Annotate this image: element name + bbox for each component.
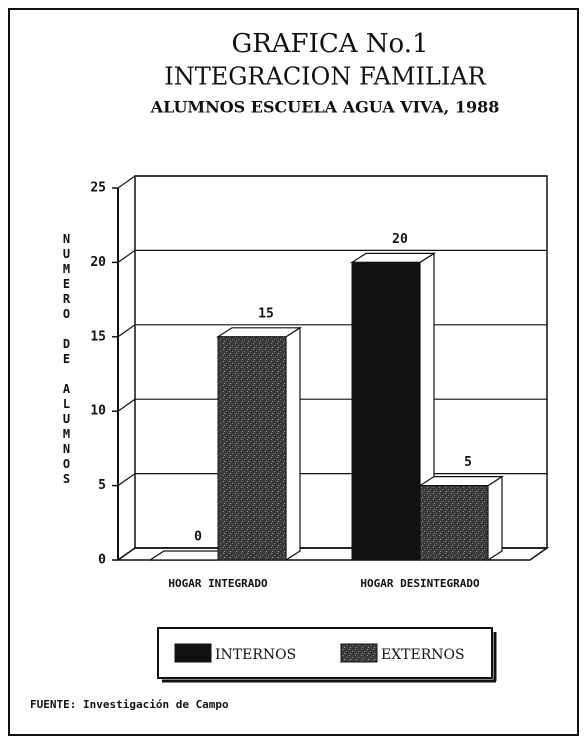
bar-side xyxy=(285,326,301,562)
grid-line xyxy=(117,473,136,487)
bar-top xyxy=(215,327,303,338)
bar-top xyxy=(349,252,437,263)
legend-label: EXTERNOS xyxy=(381,647,465,663)
x-tick-label: HOGAR INTEGRADO xyxy=(168,577,268,590)
y-tick-label: 15 xyxy=(90,329,106,344)
frame xyxy=(8,8,579,736)
x-tick-label: HOGAR DESINTEGRADO xyxy=(360,577,480,590)
bar-side xyxy=(487,475,503,562)
y-axis-label: NUMERO DE ALUMNOS xyxy=(60,232,74,487)
grid-line xyxy=(117,175,136,189)
legend-swatch xyxy=(174,643,212,663)
data-label: 15 xyxy=(258,306,274,321)
y-tick-label: 20 xyxy=(90,255,106,270)
y-tick-label: 0 xyxy=(98,553,106,568)
grid-line xyxy=(117,398,136,412)
data-label: 20 xyxy=(392,232,408,247)
grid-line xyxy=(117,324,136,338)
source-note: FUENTE: Investigación de Campo xyxy=(30,698,229,711)
data-label: 0 xyxy=(194,530,202,545)
bar xyxy=(419,485,489,561)
y-tick-label: 10 xyxy=(90,404,106,419)
chart-subtitle: ALUMNOS ESCUELA AGUA VIVA, 1988 xyxy=(150,98,500,117)
bar xyxy=(351,261,421,561)
bar-top xyxy=(417,476,505,487)
chart-subtitle: INTEGRACION FAMILIAR xyxy=(164,63,486,91)
grid-line xyxy=(117,249,136,263)
y-tick-label: 25 xyxy=(90,181,106,196)
chart-title: GRAFICA No.1 xyxy=(231,29,428,59)
legend-swatch xyxy=(340,643,378,663)
legend-label: INTERNOS xyxy=(215,647,296,663)
grid-line xyxy=(117,547,136,561)
data-label: 5 xyxy=(464,455,472,470)
y-tick-label: 5 xyxy=(98,478,106,493)
bar xyxy=(217,336,287,561)
legend-box xyxy=(157,627,493,679)
